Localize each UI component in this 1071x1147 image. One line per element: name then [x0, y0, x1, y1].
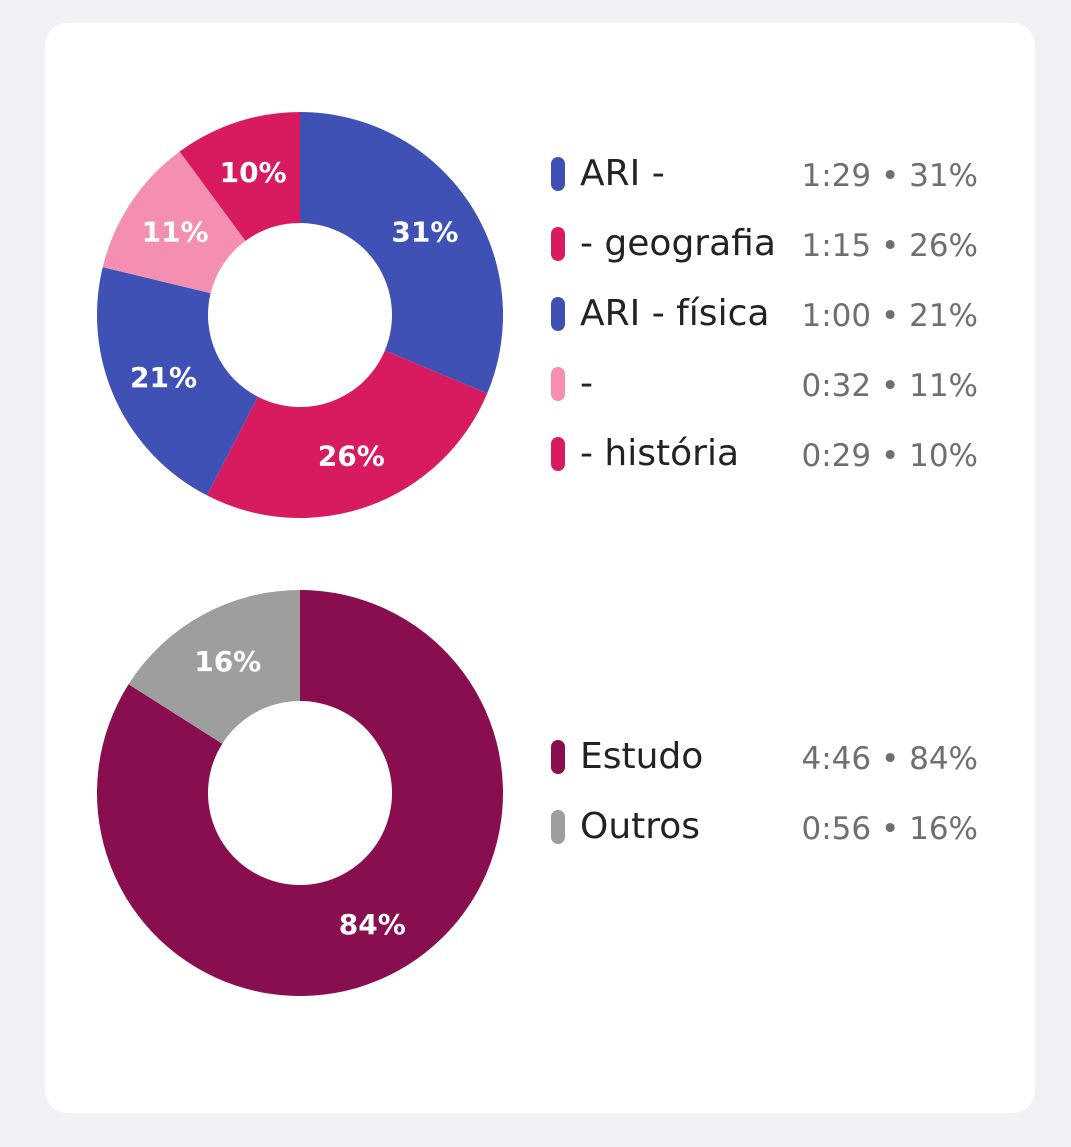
- legend-label: - geografia: [580, 223, 776, 264]
- legend-swatch: [551, 437, 565, 471]
- legend-label: Outros: [580, 806, 701, 847]
- legend-value: 0:32 • 11%: [801, 368, 978, 404]
- donut-slice: [96, 267, 258, 496]
- legend-value: 1:29 • 31%: [801, 158, 978, 194]
- legend-swatch: [551, 227, 565, 261]
- legend-value: 1:00 • 21%: [801, 298, 978, 334]
- legend-label: -: [580, 363, 593, 404]
- slice-percent-label: 31%: [391, 215, 458, 248]
- donut-slice: [206, 350, 488, 518]
- legend-swatch: [551, 367, 565, 401]
- legend-swatch: [551, 810, 565, 844]
- donut-slice: [96, 590, 503, 996]
- legend-label: ARI -: [580, 153, 665, 194]
- legend-swatch: [551, 157, 565, 191]
- donut-chart-subjects: 31% 26% 21% 11% 10%: [90, 105, 510, 525]
- donut-slice: [179, 112, 300, 241]
- legend-value: 0:56 • 16%: [801, 811, 978, 847]
- slice-percent-label: 26%: [318, 439, 385, 472]
- donut-slice: [102, 151, 246, 294]
- slice-percent-label: 10%: [220, 156, 287, 189]
- legend-subjects: ARI - 1:29 • 31% - geografia 1:15 • 26% …: [548, 140, 988, 490]
- legend-item: Estudo 4:46 • 84%: [548, 723, 988, 793]
- legend-value: 4:46 • 84%: [801, 741, 978, 777]
- legend-value: 1:15 • 26%: [801, 228, 978, 264]
- legend-value: 0:29 • 10%: [801, 438, 978, 474]
- legend-label: - história: [580, 433, 740, 474]
- slice-percent-label: 11%: [142, 215, 209, 248]
- donut-slice: [300, 112, 503, 394]
- legend-item: ARI - física 1:00 • 21%: [548, 280, 988, 350]
- slice-percent-label: 84%: [339, 908, 406, 941]
- legend-item: ARI - 1:29 • 31%: [548, 140, 988, 210]
- legend-label: Estudo: [580, 736, 704, 777]
- donut-chart-categories: 84% 16%: [90, 583, 510, 1003]
- legend-swatch: [551, 740, 565, 774]
- slice-percent-label: 16%: [194, 645, 261, 678]
- donut-chart-categories-svg: 84% 16%: [96, 590, 503, 996]
- legend-label: ARI - física: [580, 293, 770, 334]
- donut-slice: [128, 590, 300, 744]
- slice-percent-label: 21%: [130, 361, 197, 394]
- legend-swatch: [551, 297, 565, 331]
- legend-categories: Estudo 4:46 • 84% Outros 0:56 • 16%: [548, 723, 988, 863]
- legend-item: - geografia 1:15 • 26%: [548, 210, 988, 280]
- donut-chart-subjects-svg: 31% 26% 21% 11% 10%: [96, 112, 503, 518]
- legend-item: - 0:32 • 11%: [548, 350, 988, 420]
- legend-item: Outros 0:56 • 16%: [548, 793, 988, 863]
- legend-item: - história 0:29 • 10%: [548, 420, 988, 490]
